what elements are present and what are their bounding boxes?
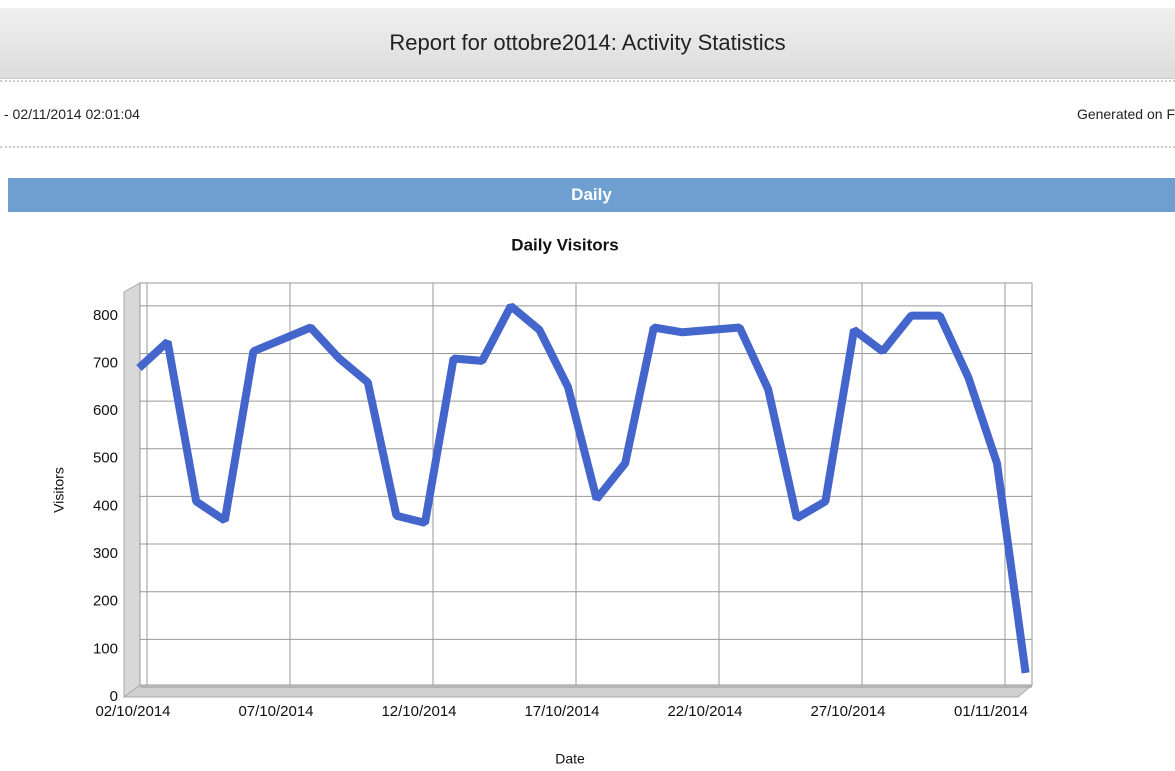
x-axis-label: Date: [555, 751, 585, 767]
side-wall: [123, 282, 141, 698]
report-title: Report for ottobre2014: Activity Statist…: [0, 8, 1175, 79]
y-tick-label: 100: [93, 640, 118, 657]
y-tick-label: 0: [110, 688, 118, 705]
x-tick-label: 27/10/2014: [810, 703, 885, 720]
y-tick-label: 500: [93, 450, 118, 467]
y-tick-label: 200: [93, 593, 118, 610]
period: - 02/11/2014 02:01:04: [4, 106, 140, 122]
data-line: [136, 302, 1030, 674]
separator: [0, 146, 1175, 148]
y-axis-label: Visitors: [51, 467, 67, 513]
x-tick-label: 02/10/2014: [95, 703, 170, 720]
generated: Generated on F: [1076, 106, 1175, 122]
x-tick-label: 07/10/2014: [238, 703, 313, 720]
x-tick-label: 17/10/2014: [524, 703, 599, 720]
section-title: Daily: [8, 178, 1175, 212]
x-tick-label: 01/11/2014: [954, 703, 1028, 720]
chart-title: Daily Visitors: [511, 235, 618, 254]
x-tick-label: 22/10/2014: [667, 703, 742, 720]
y-tick-label: 800: [93, 307, 118, 324]
y-tick-label: 300: [93, 545, 118, 562]
y-tick-label: 700: [93, 354, 118, 371]
y-tick-label: 400: [93, 497, 118, 514]
separator: [0, 80, 1175, 82]
y-tick-label: 600: [93, 402, 118, 419]
x-tick-label: 12/10/2014: [381, 703, 456, 720]
